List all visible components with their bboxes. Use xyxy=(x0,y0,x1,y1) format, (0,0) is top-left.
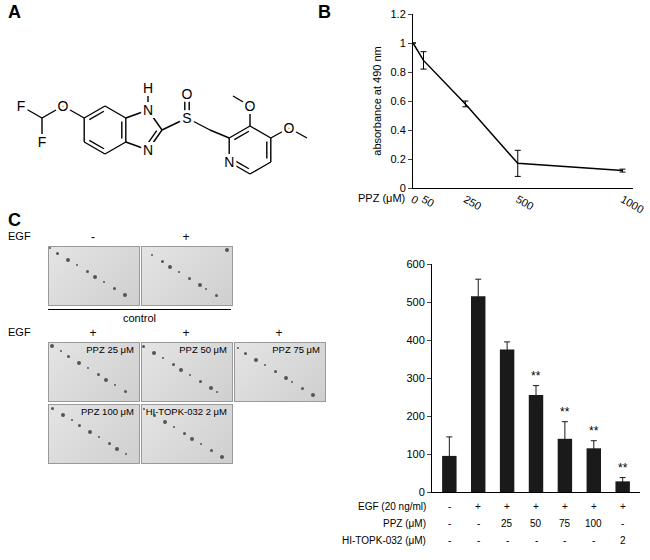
svg-text:500: 500 xyxy=(514,193,536,213)
svg-text:400: 400 xyxy=(406,334,424,346)
svg-text:O: O xyxy=(182,86,193,102)
html-text:EGF: EGF xyxy=(8,230,31,242)
svg-text:100: 100 xyxy=(406,448,424,460)
svg-text:N: N xyxy=(224,154,234,170)
svg-text:+: + xyxy=(475,501,481,512)
svg-text:25: 25 xyxy=(501,518,513,529)
svg-text:250: 250 xyxy=(462,193,484,213)
svg-text:N: N xyxy=(143,102,153,118)
svg-text:-: - xyxy=(477,518,480,529)
svg-text:S: S xyxy=(182,110,191,126)
svg-text:-: - xyxy=(592,535,595,546)
svg-text:0: 0 xyxy=(400,182,406,194)
svg-text:O: O xyxy=(284,120,295,136)
svg-text:EGF (20 ng/ml): EGF (20 ng/ml) xyxy=(358,501,426,512)
svg-text:-: - xyxy=(448,501,451,512)
html-text:PPZ 75 μM: PPZ 75 μM xyxy=(272,344,320,355)
svg-text:**: ** xyxy=(560,405,570,419)
svg-text:**: ** xyxy=(531,369,541,383)
html-text:PPZ 50 μM: PPZ 50 μM xyxy=(179,344,227,355)
html-text:HI-TOPK-032 2 μM: HI-TOPK-032 2 μM xyxy=(145,406,227,417)
html-text:A: A xyxy=(8,2,21,22)
svg-text:**: ** xyxy=(589,424,599,438)
svg-text:O: O xyxy=(58,98,69,114)
svg-text:0: 0 xyxy=(419,486,425,498)
svg-text:HI-TOPK-032 (μM): HI-TOPK-032 (μM) xyxy=(342,535,426,546)
svg-text:+: + xyxy=(562,501,568,512)
svg-text:+: + xyxy=(591,501,597,512)
svg-text:200: 200 xyxy=(406,410,424,422)
svg-text:1: 1 xyxy=(400,37,406,49)
svg-text:75: 75 xyxy=(559,518,571,529)
svg-text:-: - xyxy=(506,535,509,546)
svg-text:absorbance at 490 nm: absorbance at 490 nm xyxy=(371,46,383,155)
svg-text:1.2: 1.2 xyxy=(391,8,406,20)
svg-text:**: ** xyxy=(618,461,628,475)
svg-text:+: + xyxy=(504,501,510,512)
html-text:control: control xyxy=(123,312,156,324)
svg-text:300: 300 xyxy=(406,372,424,384)
svg-text:0.2: 0.2 xyxy=(391,153,406,165)
svg-text:H: H xyxy=(143,80,153,96)
svg-text:-: - xyxy=(535,535,538,546)
svg-text:50: 50 xyxy=(530,518,542,529)
svg-text:0.6: 0.6 xyxy=(391,95,406,107)
svg-text:1000: 1000 xyxy=(619,193,646,216)
svg-text:0: 0 xyxy=(409,193,420,206)
svg-text:-: - xyxy=(621,518,624,529)
svg-text:+: + xyxy=(533,501,539,512)
svg-text:-: - xyxy=(448,535,451,546)
html-text:B: B xyxy=(318,2,331,22)
svg-text:O: O xyxy=(245,98,256,114)
svg-text:PPZ (μM): PPZ (μM) xyxy=(383,518,426,529)
html-text:C: C xyxy=(8,210,21,230)
svg-text:PPZ (μM): PPZ (μM) xyxy=(358,192,405,204)
svg-text:50: 50 xyxy=(420,193,437,210)
html-text:PPZ 100 μM: PPZ 100 μM xyxy=(81,406,134,417)
svg-text:600: 600 xyxy=(406,258,424,270)
svg-text:100: 100 xyxy=(585,518,602,529)
svg-text:F: F xyxy=(38,134,47,150)
svg-text:2: 2 xyxy=(620,535,626,546)
svg-text:N: N xyxy=(143,142,153,158)
svg-text:-: - xyxy=(448,518,451,529)
svg-text:+: + xyxy=(620,501,626,512)
svg-text:F: F xyxy=(17,98,26,114)
html-text:EGF: EGF xyxy=(8,326,31,338)
svg-text:-: - xyxy=(477,535,480,546)
svg-text:500: 500 xyxy=(406,296,424,308)
html-text:PPZ 25 μM: PPZ 25 μM xyxy=(86,344,134,355)
svg-text:-: - xyxy=(563,535,566,546)
svg-text:0.4: 0.4 xyxy=(391,124,406,136)
svg-text:0.8: 0.8 xyxy=(391,66,406,78)
